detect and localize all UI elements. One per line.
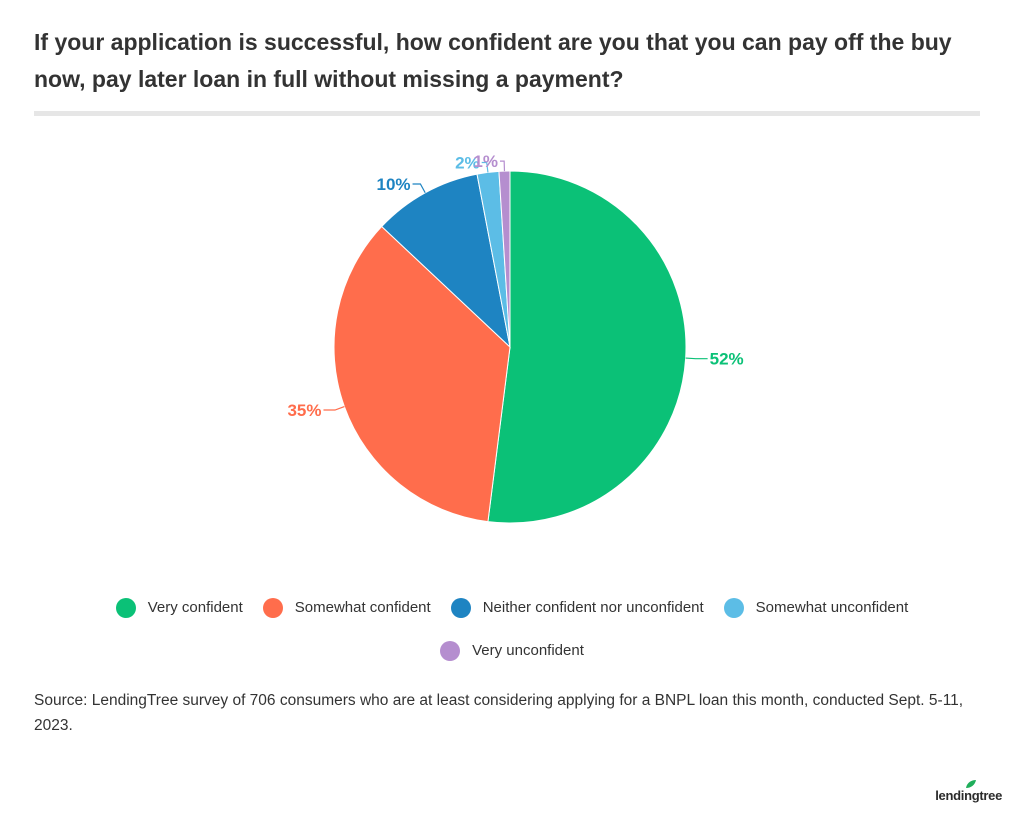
legend-label: Somewhat confident: [294, 599, 431, 616]
chart-legend: Very confident Somewhat confident Neither …: [40, 596, 984, 662]
pie-slice-neither-confident-nor-unconfident: [380, 173, 511, 349]
pie-chart: 52% 35% 10% 2%1%: [287, 152, 744, 524]
data-label: 10%: [377, 175, 411, 194]
data-label: 35%: [287, 401, 321, 420]
legend-item: Very confident: [115, 596, 243, 619]
legend-swatch: [723, 597, 744, 618]
legend-swatch: [440, 640, 461, 661]
logo-text: lendingtree: [935, 788, 1002, 803]
source-note: Source: LendingTree survey of 706 consum…: [34, 692, 964, 734]
data-label: 2%: [455, 153, 480, 172]
leader-line: [685, 357, 708, 360]
leader-line: [481, 161, 489, 173]
legend-item: Very unconfident: [440, 639, 584, 662]
data-label: 52%: [710, 350, 744, 369]
legend-swatch: [262, 597, 283, 618]
pie-slice-very-confident: [487, 170, 687, 524]
legend-label: Somewhat unconfident: [755, 599, 909, 616]
data-label: 1%: [473, 152, 498, 171]
lendingtree-logo: lendingtree: [935, 780, 1002, 803]
legend-label: Very confident: [147, 599, 243, 616]
leader-line: [412, 183, 426, 194]
leader-line: [323, 406, 345, 411]
legend-label: Very unconfident: [472, 642, 584, 659]
legend-swatch: [450, 597, 471, 618]
title-divider: [34, 111, 980, 116]
chart-title: If your application is successful, how c…: [34, 29, 952, 92]
legend-label: Neither confident nor unconfident: [482, 599, 704, 616]
leaf-icon: [966, 780, 977, 788]
leader-line: [499, 160, 506, 172]
legend-item: Somewhat confident: [262, 596, 431, 619]
legend-item: Neither confident nor unconfident: [450, 596, 704, 619]
pie-slice-somewhat-confident: [333, 225, 511, 523]
legend-item: Somewhat unconfident: [723, 596, 909, 619]
legend-swatch: [115, 597, 136, 618]
